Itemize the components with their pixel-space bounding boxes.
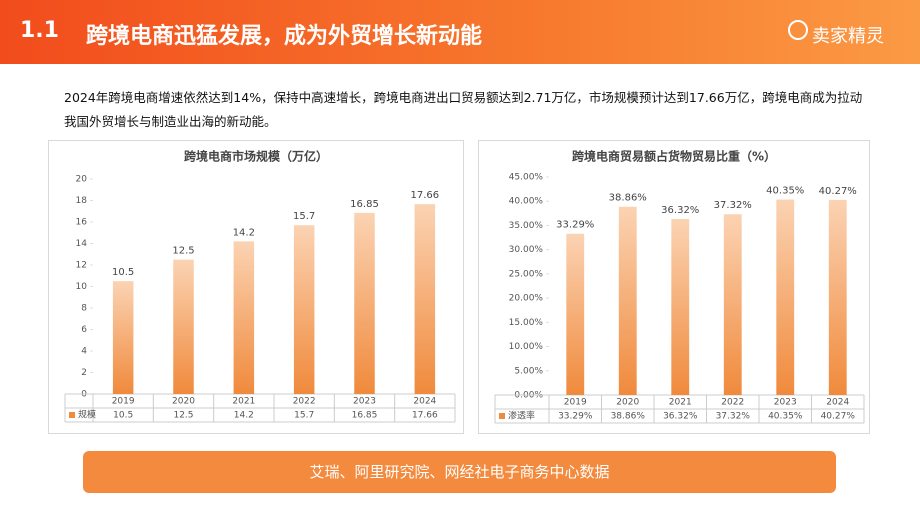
legend-swatch [69,412,75,418]
y-tick-label: 20 [76,175,88,185]
data-label: 40.27% [819,186,857,197]
y-tick-label: 20.00% [509,294,544,304]
logo-icon [788,20,808,40]
data-label: 10.5 [112,267,134,278]
header-bar [0,0,920,64]
y-tick-label: 40.00% [509,197,544,207]
table-value: 38.86% [611,412,646,422]
data-label: 14.2 [233,227,255,238]
data-label: 12.5 [172,246,194,257]
table-value: 14.2 [234,411,254,421]
x-tick-label: 2019 [564,398,587,408]
bar [618,206,637,395]
y-tick-label: 12 [76,261,87,271]
legend-label: 规模 [78,410,96,421]
data-label: 15.7 [293,211,315,222]
y-tick-label: 25.00% [509,269,544,279]
data-label: 16.85 [350,199,379,210]
data-label: 40.35% [766,186,804,197]
section-number: 1.1 [20,18,59,43]
data-label: 33.29% [556,220,594,231]
slide-title: 跨境电商迅猛发展，成为外贸增长新动能 [86,24,483,49]
y-tick-label: 14 [76,239,88,249]
y-tick-label: 10 [76,282,88,292]
table-value: 16.85 [352,411,378,421]
y-tick-label: 8 [81,304,87,314]
x-tick-label: 2022 [293,397,316,407]
table-value: 33.29% [558,412,593,422]
chart: 跨境电商市场规模（万亿）02468101214161820规模10.510.51… [48,140,464,434]
y-tick-label: 4 [81,347,87,357]
legend-label: 渗透率 [508,410,535,422]
intro-text: 2024年跨境电商增速依然达到14%，保持中高速增长，跨境电商进出口贸易额达到2… [64,90,863,129]
logo: 卖家精灵 [812,26,884,47]
bar [828,199,847,395]
x-tick-label: 2024 [826,398,849,408]
y-tick-label: 45.00% [509,173,544,183]
data-label: 17.66 [411,190,440,201]
table-value: 10.5 [113,411,133,421]
x-tick-label: 2019 [112,397,135,407]
table-value: 36.32% [663,412,698,422]
table-value: 15.7 [294,411,314,421]
y-tick-label: 18 [76,196,88,206]
y-tick-label: 6 [81,325,87,335]
x-tick-label: 2021 [669,398,692,408]
bar [566,233,585,395]
bar [414,204,436,394]
bar [233,241,255,394]
x-tick-label: 2020 [172,397,195,407]
bar [293,225,315,394]
data-label: 36.32% [661,205,699,216]
y-tick-label: 5.00% [514,366,543,376]
y-tick-label: 15.00% [509,318,544,328]
y-tick-label: 10.00% [509,342,544,352]
x-tick-label: 2023 [774,398,797,408]
y-tick-label: 2 [81,368,87,378]
chart-title: 跨境电商贸易额占货物贸易比重（%） [572,149,776,164]
bar [776,199,795,395]
x-tick-label: 2023 [353,397,376,407]
table-value: 17.66 [412,411,438,421]
table-value: 40.35% [768,412,803,422]
data-label: 37.32% [714,200,752,211]
source-banner: 艾瑞、阿里研究院、网经社电子商务中心数据 [83,451,836,493]
y-tick-label: 16 [76,218,88,228]
bar [173,259,194,394]
legend-swatch [499,413,505,419]
chart: 跨境电商贸易额占货物贸易比重（%）0.00%5.00%10.00%15.00%2… [478,140,870,434]
bar [354,212,375,394]
chart-title: 跨境电商市场规模（万亿） [184,149,328,164]
data-label: 38.86% [609,193,647,204]
x-tick-label: 2020 [616,398,639,408]
y-tick-label: 30.00% [509,245,544,255]
x-tick-label: 2021 [232,397,255,407]
table-value: 40.27% [821,412,856,422]
x-tick-label: 2022 [721,398,744,408]
bar [671,219,690,395]
bar [112,281,134,394]
bar [723,214,742,395]
x-tick-label: 2024 [413,397,436,407]
table-value: 12.5 [173,411,193,421]
table-value: 37.32% [716,412,751,422]
y-tick-label: 35.00% [509,221,544,231]
